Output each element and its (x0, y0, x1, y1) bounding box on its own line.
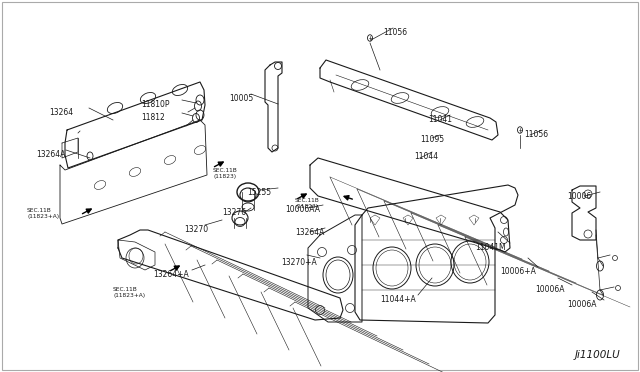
Text: Ji1100LU: Ji1100LU (574, 350, 620, 360)
Text: 10006+A: 10006+A (500, 267, 536, 276)
Text: 11095: 11095 (420, 135, 444, 144)
Text: 13270: 13270 (184, 225, 208, 234)
Text: SEC.11B
(11823): SEC.11B (11823) (295, 198, 320, 209)
Text: 13270+A: 13270+A (281, 258, 317, 267)
Text: 13264A: 13264A (36, 150, 65, 159)
Text: 15255: 15255 (247, 188, 271, 197)
Text: 11041: 11041 (428, 115, 452, 124)
Text: 11056: 11056 (524, 130, 548, 139)
Text: 11044: 11044 (414, 152, 438, 161)
Text: 13264A: 13264A (295, 228, 324, 237)
Text: 10006AA: 10006AA (285, 205, 320, 214)
Text: 11041M: 11041M (475, 243, 506, 252)
Text: 11812: 11812 (141, 113, 164, 122)
Text: SEC.11B
(11823+A): SEC.11B (11823+A) (113, 287, 145, 298)
Text: SEC.11B
(11823+A): SEC.11B (11823+A) (27, 208, 59, 219)
Text: 13276: 13276 (222, 208, 246, 217)
Text: 10006A: 10006A (567, 300, 596, 309)
Text: SEC.11B
(11823): SEC.11B (11823) (213, 168, 237, 179)
Text: 10006A: 10006A (535, 285, 564, 294)
Text: 13264+A: 13264+A (153, 270, 189, 279)
Text: 11056: 11056 (383, 28, 407, 37)
Text: 11810P: 11810P (141, 100, 170, 109)
Text: 13264: 13264 (49, 108, 73, 117)
Text: 10006: 10006 (567, 192, 591, 201)
Text: 10005: 10005 (229, 94, 253, 103)
Text: 11044+A: 11044+A (380, 295, 416, 304)
